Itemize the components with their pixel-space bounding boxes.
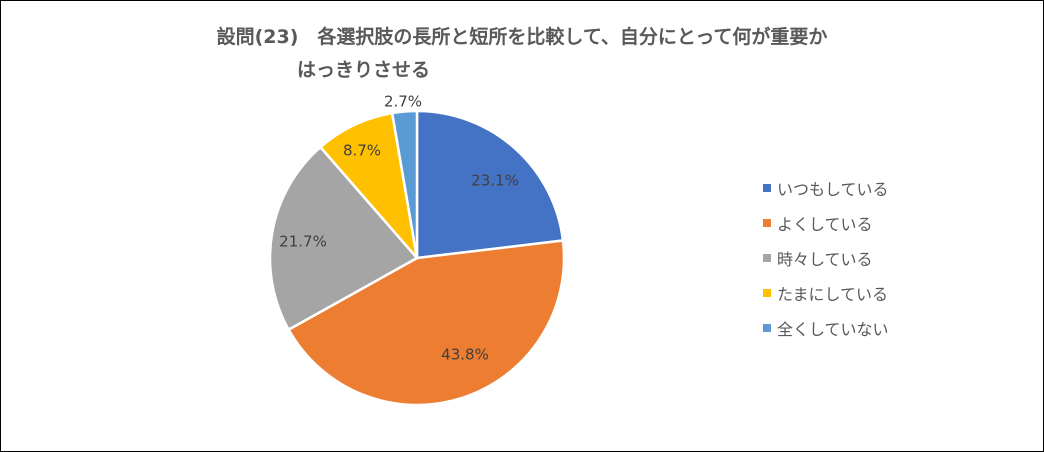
pie-slice [268, 145, 419, 331]
legend-swatch [763, 184, 771, 192]
legend-label: いつもしている [777, 180, 889, 199]
chart-title-line-1: 設問(23) 各選択肢の長所と短所を比較して、自分にとって何が重要か [216, 26, 828, 48]
chart-title-line-2: はっきりさせる [297, 59, 431, 81]
data-label: 23.1% [471, 172, 519, 190]
pie-slice [415, 109, 565, 260]
legend-swatch [763, 289, 771, 297]
data-label: 8.7% [343, 142, 381, 160]
legend-item: よくしている [763, 212, 873, 234]
legend-label: 全くしていない [777, 320, 889, 339]
legend-label: よくしている [777, 215, 873, 234]
legend-swatch [763, 254, 771, 262]
legend-swatch [763, 219, 771, 227]
legend-label: たまにしている [777, 285, 889, 304]
legend-item: たまにしている [763, 282, 888, 304]
data-label: 2.7% [384, 93, 422, 111]
legend-item: 全くしていない [763, 317, 889, 339]
legend-label: 時々している [777, 250, 873, 269]
legend-swatch [763, 324, 771, 332]
legend-item: いつもしている [763, 177, 889, 199]
pie-slice [287, 239, 566, 407]
legend-item: 時々している [763, 247, 873, 269]
data-label: 43.8% [441, 346, 489, 364]
data-label: 21.7% [279, 233, 327, 251]
pie-slice [390, 109, 419, 260]
